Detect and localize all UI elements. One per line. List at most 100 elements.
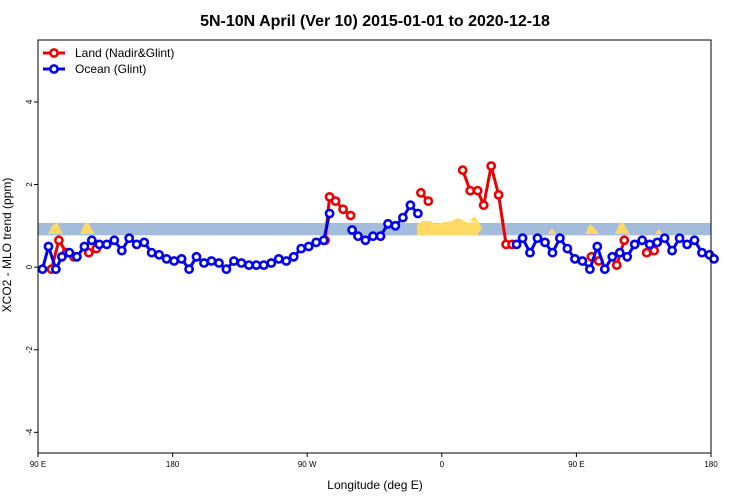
x-tick-label: 90 E bbox=[568, 460, 584, 469]
data-point-ocean bbox=[288, 251, 299, 262]
series-layer bbox=[37, 161, 719, 275]
land-patch bbox=[80, 222, 95, 234]
data-point-ocean bbox=[547, 247, 558, 258]
y-axis-label: XCO2 - MLO trend (ppm) bbox=[0, 178, 14, 313]
data-point-ocean bbox=[644, 239, 655, 250]
data-point-ocean bbox=[689, 235, 700, 246]
legend: Land (Nadir&Glint) Ocean (Glint) bbox=[43, 46, 174, 76]
y-tick-label: 0 bbox=[25, 264, 34, 269]
data-point-land bbox=[611, 260, 622, 270]
data-point-ocean bbox=[161, 253, 172, 264]
x-tick-label: 0 bbox=[440, 460, 445, 469]
x-tick-label: 90 E bbox=[30, 460, 46, 469]
land-patch bbox=[48, 222, 63, 234]
data-point-ocean bbox=[303, 241, 314, 252]
data-point-land bbox=[465, 185, 476, 196]
data-point-ocean bbox=[116, 245, 127, 256]
land-patch bbox=[655, 229, 662, 234]
data-point-ocean bbox=[360, 235, 371, 246]
data-point-ocean bbox=[273, 253, 284, 264]
data-point-land bbox=[493, 189, 504, 200]
data-point-ocean bbox=[383, 218, 393, 229]
data-point-ocean bbox=[176, 253, 187, 264]
data-point-ocean bbox=[674, 233, 685, 244]
data-point-ocean bbox=[206, 256, 217, 266]
data-point-land bbox=[472, 185, 483, 196]
data-point-ocean bbox=[353, 231, 363, 242]
data-point-ocean bbox=[72, 251, 82, 262]
data-point-ocean bbox=[412, 208, 423, 219]
data-point-ocean bbox=[236, 258, 247, 268]
data-point-ocean bbox=[570, 253, 580, 264]
land-patch bbox=[470, 216, 478, 221]
data-point-land bbox=[641, 247, 652, 258]
y-tick-label: -4 bbox=[25, 428, 34, 436]
data-point-ocean bbox=[154, 249, 164, 260]
data-point-land bbox=[345, 210, 356, 221]
land-ocean-band bbox=[38, 216, 711, 236]
x-axis-label: Longitude (deg E) bbox=[327, 478, 422, 492]
data-point-ocean bbox=[607, 251, 618, 262]
data-point-ocean bbox=[390, 220, 401, 231]
data-point-land bbox=[649, 245, 660, 256]
data-point-ocean bbox=[614, 247, 625, 258]
data-point-ocean bbox=[318, 235, 329, 246]
data-point-ocean bbox=[405, 200, 416, 211]
data-point-ocean bbox=[622, 251, 633, 262]
data-point-ocean bbox=[697, 247, 707, 258]
data-point-land bbox=[619, 235, 630, 246]
x-tick-label: 180 bbox=[704, 460, 718, 469]
data-point-ocean bbox=[296, 243, 307, 254]
data-point-land bbox=[457, 165, 468, 175]
data-point-ocean bbox=[709, 253, 719, 264]
legend-marker-ocean bbox=[49, 64, 59, 74]
y-tick-label: -2 bbox=[25, 346, 34, 354]
plot-frame bbox=[37, 39, 712, 454]
axes: 90 E 180 90 W 0 90 E 180 -4 -2 0 2 4 bbox=[25, 39, 718, 469]
data-point-ocean bbox=[109, 235, 120, 246]
data-point-ocean bbox=[311, 237, 322, 248]
data-point-ocean bbox=[43, 241, 54, 252]
data-point-ocean bbox=[191, 251, 202, 262]
legend-label-ocean: Ocean (Glint) bbox=[75, 62, 146, 76]
data-point-ocean bbox=[532, 233, 543, 244]
data-point-ocean bbox=[599, 264, 610, 275]
data-point-ocean bbox=[57, 251, 67, 262]
data-point-ocean bbox=[375, 231, 386, 242]
data-point-ocean bbox=[525, 247, 535, 258]
data-point-land bbox=[486, 161, 497, 171]
data-point-land bbox=[415, 187, 426, 198]
data-point-ocean bbox=[652, 237, 663, 248]
data-point-ocean bbox=[131, 239, 142, 250]
data-point-ocean bbox=[511, 239, 522, 250]
data-point-ocean bbox=[577, 256, 588, 266]
data-point-ocean bbox=[517, 233, 528, 244]
data-point-ocean bbox=[324, 208, 335, 219]
data-point-ocean bbox=[86, 235, 97, 246]
data-point-land bbox=[54, 235, 64, 246]
y-tick-label: 4 bbox=[25, 99, 34, 104]
data-point-ocean bbox=[585, 264, 595, 275]
chart-title: 5N-10N April (Ver 10) 2015-01-01 to 2020… bbox=[200, 13, 550, 30]
land-patch bbox=[615, 222, 630, 234]
data-point-land bbox=[478, 200, 489, 211]
data-point-land bbox=[338, 204, 348, 215]
land-patch bbox=[548, 228, 556, 234]
land-patch bbox=[452, 218, 464, 221]
x-tick-label: 180 bbox=[166, 460, 180, 469]
data-point-land bbox=[83, 247, 94, 258]
data-point-ocean bbox=[243, 260, 254, 270]
data-point-ocean bbox=[51, 264, 61, 275]
data-point-ocean bbox=[637, 235, 648, 246]
land-patch bbox=[417, 221, 482, 234]
data-point-ocean bbox=[667, 245, 677, 256]
data-point-ocean bbox=[221, 264, 232, 275]
data-point-ocean bbox=[124, 233, 135, 244]
x-tick-label: 90 W bbox=[298, 460, 317, 469]
data-point-ocean bbox=[562, 243, 573, 254]
data-point-ocean bbox=[139, 237, 150, 248]
data-point-ocean bbox=[266, 258, 277, 268]
data-point-ocean bbox=[199, 258, 209, 268]
data-point-ocean bbox=[368, 231, 378, 242]
